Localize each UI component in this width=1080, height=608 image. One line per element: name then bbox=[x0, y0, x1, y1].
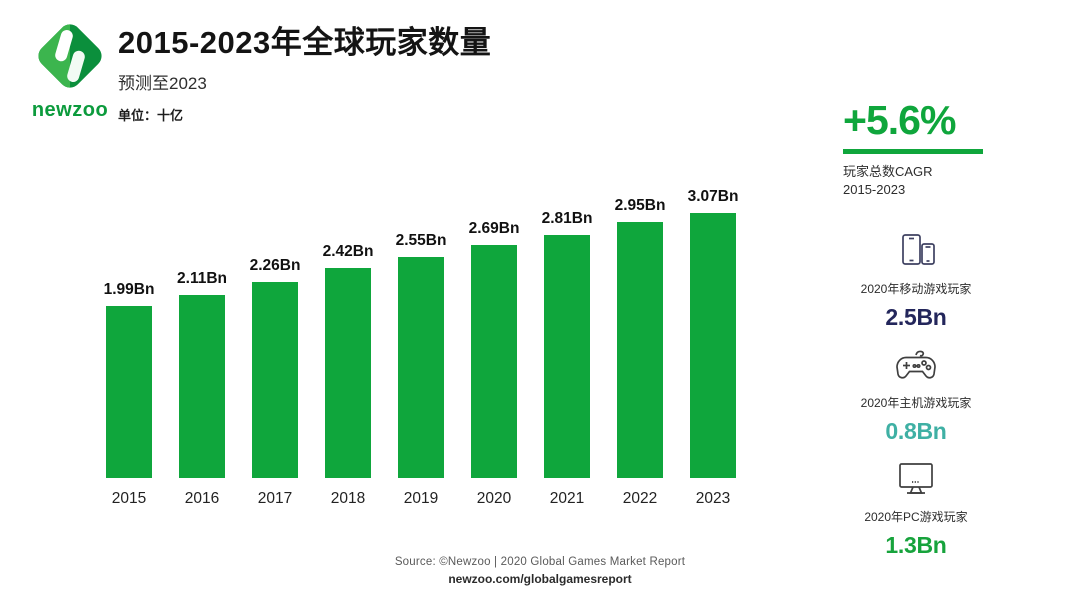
bar-value-label: 1.99Bn bbox=[103, 281, 155, 298]
x-axis-label: 2016 bbox=[184, 490, 220, 507]
cagr-underline-rule bbox=[843, 149, 983, 154]
bar-value-label: 2.26Bn bbox=[249, 257, 301, 274]
bar-value-label: 2.11Bn bbox=[177, 270, 227, 287]
bar-value-label: 2.95Bn bbox=[614, 197, 666, 214]
bar-chart: 1.99Bn 2015 2.11Bn 2016 2.26Bn 2017 2.42Bn 2018… bbox=[103, 188, 739, 508]
bar-value-label: 3.07Bn bbox=[687, 188, 739, 205]
x-axis-label: 2018 bbox=[330, 490, 366, 507]
title-block: 2015-2023年全球玩家数量 预测至2023 单位：十亿 bbox=[118, 25, 492, 124]
newzoo-wordmark: newzoo bbox=[31, 99, 109, 121]
platform-stats: 2020年移动游戏玩家 2.5Bn 2020年主机 bbox=[843, 232, 989, 559]
bar-column: 2.69Bn 2020 bbox=[468, 188, 520, 508]
unit-label: 单位：十亿 bbox=[118, 108, 184, 124]
bar-column: 2.95Bn 2022 bbox=[614, 188, 666, 508]
x-axis-label: 2020 bbox=[476, 490, 512, 507]
bar-value-label: 2.69Bn bbox=[468, 220, 520, 237]
bar bbox=[252, 282, 298, 478]
page-title: 2015-2023年全球玩家数量 bbox=[118, 25, 492, 60]
stat-console-label: 2020年主机游戏玩家 bbox=[860, 396, 972, 411]
x-axis-label: 2021 bbox=[549, 490, 585, 507]
stat-console: 2020年主机游戏玩家 0.8Bn bbox=[843, 346, 989, 445]
stat-pc: 2020年PC游戏玩家 1.3Bn bbox=[843, 460, 989, 559]
cagr-label: 玩家总数CAGR bbox=[843, 164, 933, 179]
monitor-icon bbox=[893, 460, 939, 502]
newzoo-logo: newzoo bbox=[28, 14, 112, 122]
stat-pc-value: 1.3Bn bbox=[885, 532, 947, 559]
bar bbox=[106, 306, 152, 478]
report-link[interactable]: newzoo.com/globalgamesreport bbox=[448, 572, 632, 586]
x-axis-label: 2017 bbox=[257, 490, 293, 507]
bar bbox=[398, 257, 444, 478]
bar-column: 2.26Bn 2017 bbox=[249, 188, 301, 508]
gamepad-icon bbox=[893, 346, 939, 388]
newzoo-logo-icon bbox=[33, 19, 102, 93]
footer: Source: ©Newzoo | 2020 Global Games Mark… bbox=[0, 556, 1080, 586]
bar bbox=[471, 245, 517, 478]
x-axis-label: 2015 bbox=[111, 490, 147, 507]
bar-value-label: 2.42Bn bbox=[322, 243, 374, 260]
page-subtitle: 预测至2023 bbox=[118, 74, 207, 94]
bar-value-label: 2.81Bn bbox=[541, 210, 593, 227]
bar-column: 2.81Bn 2021 bbox=[541, 188, 593, 508]
x-axis-label: 2023 bbox=[695, 490, 731, 507]
stat-console-value: 0.8Bn bbox=[885, 418, 947, 445]
bar bbox=[544, 235, 590, 478]
right-panel: +5.6% 玩家总数CAGR 2015-2023 2020年移动游戏玩家 bbox=[843, 100, 989, 574]
bar bbox=[325, 268, 371, 478]
bar-column: 3.07Bn 2023 bbox=[687, 188, 739, 508]
cagr-block: +5.6% 玩家总数CAGR 2015-2023 bbox=[843, 100, 989, 198]
bar-column: 1.99Bn 2015 bbox=[103, 188, 155, 508]
bar-column: 2.42Bn 2018 bbox=[322, 188, 374, 508]
stat-mobile-value: 2.5Bn bbox=[885, 304, 947, 331]
x-axis-label: 2019 bbox=[403, 490, 439, 507]
stat-pc-label: 2020年PC游戏玩家 bbox=[864, 510, 968, 525]
cagr-value: +5.6% bbox=[843, 97, 956, 143]
stat-mobile-label: 2020年移动游戏玩家 bbox=[860, 282, 972, 297]
x-axis-label: 2022 bbox=[622, 490, 658, 507]
bar bbox=[617, 222, 663, 478]
stat-mobile: 2020年移动游戏玩家 2.5Bn bbox=[843, 232, 989, 331]
source-text: Source: ©Newzoo | 2020 Global Games Mark… bbox=[394, 556, 686, 568]
bar-column: 2.55Bn 2019 bbox=[395, 188, 447, 508]
bar-column: 2.11Bn 2016 bbox=[177, 188, 227, 508]
bar bbox=[690, 213, 736, 479]
mobile-devices-icon bbox=[894, 232, 938, 274]
cagr-period: 2015-2023 bbox=[843, 181, 906, 197]
bar bbox=[179, 295, 225, 478]
bar-value-label: 2.55Bn bbox=[395, 232, 447, 249]
